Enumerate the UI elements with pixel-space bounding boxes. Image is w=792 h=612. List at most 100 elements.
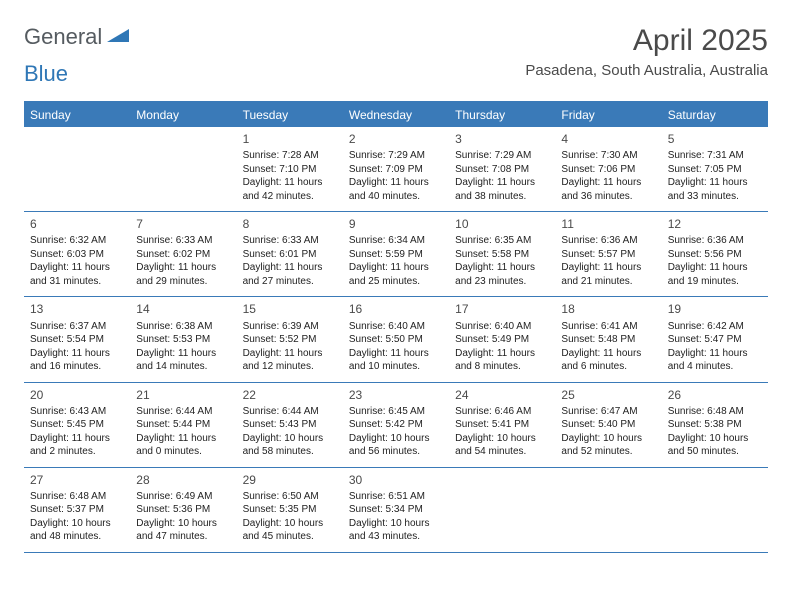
day-sunset: Sunset: 7:05 PM [668,163,762,177]
day-cell: 17Sunrise: 6:40 AMSunset: 5:49 PMDayligh… [449,297,555,381]
day-dl2: and 36 minutes. [561,190,655,204]
day-sunset: Sunset: 5:47 PM [668,333,762,347]
day-sunrise: Sunrise: 6:44 AM [136,405,230,419]
day-number: 27 [30,472,124,488]
day-sunset: Sunset: 5:43 PM [243,418,337,432]
day-cell [555,468,661,552]
day-dl1: Daylight: 11 hours [243,261,337,275]
day-dl2: and 2 minutes. [30,445,124,459]
day-number: 28 [136,472,230,488]
day-sunrise: Sunrise: 6:36 AM [668,234,762,248]
day-cell: 10Sunrise: 6:35 AMSunset: 5:58 PMDayligh… [449,212,555,296]
day-cell: 13Sunrise: 6:37 AMSunset: 5:54 PMDayligh… [24,297,130,381]
day-number: 19 [668,301,762,317]
day-sunrise: Sunrise: 6:50 AM [243,490,337,504]
day-dl2: and 40 minutes. [349,190,443,204]
day-number: 3 [455,131,549,147]
weekday-header: Friday [555,103,661,127]
day-dl1: Daylight: 10 hours [243,517,337,531]
day-sunset: Sunset: 5:48 PM [561,333,655,347]
day-cell: 14Sunrise: 6:38 AMSunset: 5:53 PMDayligh… [130,297,236,381]
day-sunrise: Sunrise: 6:45 AM [349,405,443,419]
day-number: 5 [668,131,762,147]
day-number: 14 [136,301,230,317]
day-number: 13 [30,301,124,317]
day-dl1: Daylight: 11 hours [668,347,762,361]
day-number: 23 [349,387,443,403]
weekday-header: Saturday [662,103,768,127]
day-dl2: and 29 minutes. [136,275,230,289]
day-number: 9 [349,216,443,232]
day-cell: 3Sunrise: 7:29 AMSunset: 7:08 PMDaylight… [449,127,555,211]
day-dl2: and 16 minutes. [30,360,124,374]
logo-text-blue: Blue [24,61,68,86]
day-sunset: Sunset: 7:06 PM [561,163,655,177]
day-dl1: Daylight: 11 hours [561,176,655,190]
day-sunset: Sunset: 5:59 PM [349,248,443,262]
day-cell: 4 Sunrise: 7:30 AMSunset: 7:06 PMDaylight… [555,127,661,211]
weekday-header: Wednesday [343,103,449,127]
day-sunset: Sunset: 5:56 PM [668,248,762,262]
day-sunrise: Sunrise: 6:51 AM [349,490,443,504]
day-sunrise: Sunrise: 6:33 AM [136,234,230,248]
day-number: 2 [349,131,443,147]
day-sunrise: Sunrise: 6:42 AM [668,320,762,334]
day-sunrise: Sunrise: 6:48 AM [30,490,124,504]
weekday-header: Sunday [24,103,130,127]
day-dl2: and 23 minutes. [455,275,549,289]
day-dl1: Daylight: 11 hours [455,261,549,275]
day-dl2: and 52 minutes. [561,445,655,459]
day-dl2: and 19 minutes. [668,275,762,289]
day-dl1: Daylight: 10 hours [668,432,762,446]
day-sunset: Sunset: 5:35 PM [243,503,337,517]
day-sunrise: Sunrise: 6:49 AM [136,490,230,504]
day-sunrise: Sunrise: 6:40 AM [349,320,443,334]
day-cell: 23Sunrise: 6:45 AMSunset: 5:42 PMDayligh… [343,383,449,467]
day-cell [662,468,768,552]
day-sunrise: Sunrise: 6:33 AM [243,234,337,248]
day-dl1: Daylight: 11 hours [30,261,124,275]
day-cell: 19 Sunrise: 6:42 AMSunset: 5:47 PMDayligh… [662,297,768,381]
weekday-header: Tuesday [237,103,343,127]
day-number: 10 [455,216,549,232]
day-number: 18 [561,301,655,317]
day-number: 21 [136,387,230,403]
day-dl1: Daylight: 11 hours [668,261,762,275]
day-number: 24 [455,387,549,403]
day-sunset: Sunset: 6:01 PM [243,248,337,262]
day-dl1: Daylight: 11 hours [136,261,230,275]
day-sunrise: Sunrise: 6:35 AM [455,234,549,248]
day-sunrise: Sunrise: 6:36 AM [561,234,655,248]
day-sunrise: Sunrise: 7:30 AM [561,149,655,163]
day-number: 25 [561,387,655,403]
day-dl1: Daylight: 10 hours [349,517,443,531]
day-sunrise: Sunrise: 7:31 AM [668,149,762,163]
day-dl2: and 54 minutes. [455,445,549,459]
week-row: 1Sunrise: 7:28 AMSunset: 7:10 PMDaylight… [24,127,768,212]
day-number: 7 [136,216,230,232]
day-dl2: and 31 minutes. [30,275,124,289]
calendar-table: SundayMondayTuesdayWednesdayThursdayFrid… [24,101,768,553]
day-dl2: and 58 minutes. [243,445,337,459]
day-number: 11 [561,216,655,232]
day-sunset: Sunset: 5:52 PM [243,333,337,347]
day-dl2: and 4 minutes. [668,360,762,374]
week-row: 20Sunrise: 6:43 AMSunset: 5:45 PMDayligh… [24,383,768,468]
day-dl1: Daylight: 10 hours [455,432,549,446]
day-cell: 24Sunrise: 6:46 AMSunset: 5:41 PMDayligh… [449,383,555,467]
day-number: 30 [349,472,443,488]
day-dl1: Daylight: 11 hours [349,261,443,275]
day-sunset: Sunset: 5:53 PM [136,333,230,347]
day-cell: 1Sunrise: 7:28 AMSunset: 7:10 PMDaylight… [237,127,343,211]
day-number: 12 [668,216,762,232]
day-sunrise: Sunrise: 6:44 AM [243,405,337,419]
day-number: 4 [561,131,655,147]
day-dl1: Daylight: 10 hours [136,517,230,531]
location-text: Pasadena, South Australia, Australia [525,62,768,79]
day-cell: 27Sunrise: 6:48 AMSunset: 5:37 PMDayligh… [24,468,130,552]
day-cell: 2Sunrise: 7:29 AMSunset: 7:09 PMDaylight… [343,127,449,211]
day-cell: 20Sunrise: 6:43 AMSunset: 5:45 PMDayligh… [24,383,130,467]
day-cell: 12 Sunrise: 6:36 AMSunset: 5:56 PMDayligh… [662,212,768,296]
day-dl1: Daylight: 11 hours [30,432,124,446]
day-sunrise: Sunrise: 6:40 AM [455,320,549,334]
